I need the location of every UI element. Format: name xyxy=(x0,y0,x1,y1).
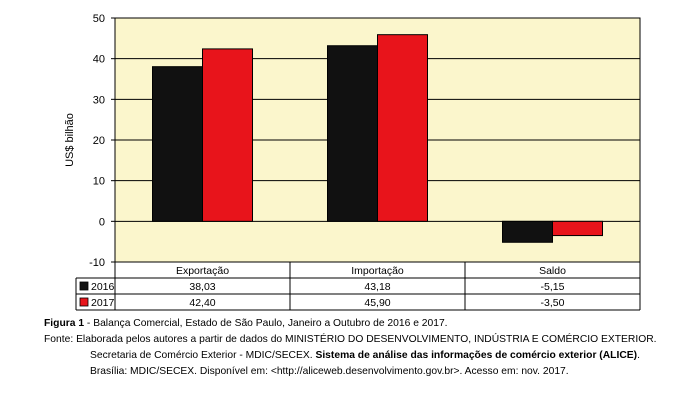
data-label: 43,18 xyxy=(364,281,390,293)
legend-label: 2017 xyxy=(91,297,115,309)
y-tick-label: 50 xyxy=(93,13,105,25)
bar-2017 xyxy=(202,48,253,222)
y-tick-label: 40 xyxy=(93,54,105,66)
legend-label: 2016 xyxy=(91,281,115,293)
bar-2016 xyxy=(502,220,553,243)
y-tick-label: 10 xyxy=(93,176,105,188)
source-line-3: Brasília: MDIC/SECEX. Disponível em: <ht… xyxy=(90,366,569,377)
figure-label: Figura 1 xyxy=(44,318,85,329)
data-label: 38,03 xyxy=(189,281,215,293)
data-table: Exportação Importação Saldo 2016 38,03 43,18 -… xyxy=(75,261,641,311)
data-label: -3,50 xyxy=(541,297,565,309)
category-label: Saldo xyxy=(539,265,566,277)
figure-caption: Figura 1 - Balança Comercial, Estado de … xyxy=(44,316,448,332)
category-label: Exportação xyxy=(176,265,229,277)
data-label: -5,15 xyxy=(541,281,565,293)
bar-2017 xyxy=(377,34,428,222)
plot-area: -10 0 10 20 30 40 50 US$ bilhão xyxy=(64,13,641,269)
balanca-comercial-chart: -10 0 10 20 30 40 50 US$ bilhão Exportação Impor… xyxy=(64,13,641,311)
legend-swatch-2016 xyxy=(79,281,89,291)
source-line-1: Elaborada pelos autores a partir de dado… xyxy=(76,334,657,345)
bar-2016 xyxy=(152,66,203,222)
data-label: 42,40 xyxy=(189,297,215,309)
category-label: Importação xyxy=(351,265,404,277)
bar-2016 xyxy=(327,45,378,222)
bar-2017 xyxy=(552,220,603,237)
source-label: Fonte: xyxy=(44,334,77,345)
y-axis-label: US$ bilhão xyxy=(64,113,76,167)
figure-text: - Balança Comercial, Estado de São Paulo… xyxy=(84,318,448,329)
y-tick-label: 30 xyxy=(93,94,105,106)
y-tick-label: 20 xyxy=(93,135,105,147)
source-line-2: Secretaria de Comércio Exterior - MDIC/S… xyxy=(90,350,640,361)
source-system-name: Sistema de análise das informações de co… xyxy=(315,350,638,361)
data-label: 45,90 xyxy=(364,297,390,309)
legend-swatch-2017 xyxy=(79,297,89,307)
y-tick-label: 0 xyxy=(99,216,105,228)
source-caption: Fonte: Elaborada pelos autores a partir … xyxy=(44,332,657,380)
y-tick-label: -10 xyxy=(89,257,105,269)
